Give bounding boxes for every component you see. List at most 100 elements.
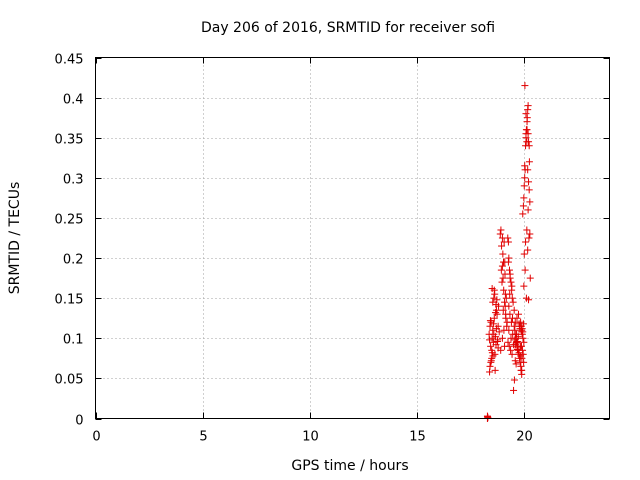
data-point [526,274,534,282]
data-point [525,158,533,166]
x-axis-title: GPS time / hours [291,458,408,474]
data-point [484,413,492,421]
data-point [486,317,494,325]
data-point [523,126,531,134]
y-tick-label: 0.3 [63,173,84,188]
x-tick-label: 15 [409,430,426,445]
y-tick-label: 0.2 [63,253,84,268]
y-tick-label: 0.25 [55,213,84,228]
data-point [523,114,531,122]
data-point [493,310,501,318]
data-point [519,346,527,354]
data-point [489,326,497,334]
data-point [525,186,533,194]
data-point [514,310,522,318]
plot-frame [95,57,610,419]
data-point [526,230,534,238]
y-tick-labels: 0 0.05 0.1 0.15 0.2 0.25 0.3 0.35 0.4 0.45 [55,53,84,429]
data-point [491,366,499,374]
y-tick-label: 0.05 [55,373,84,388]
data-point [519,328,527,336]
data-point [523,226,531,234]
data-point [505,302,513,310]
data-point [499,306,507,314]
data-point [525,178,533,186]
data-point [520,338,528,346]
data-point [499,250,507,258]
data-point [513,314,521,322]
data-point [505,266,513,274]
data-point [504,338,512,346]
data-point [508,294,516,302]
data-point [524,166,532,174]
data-point [497,266,505,274]
data-point [510,306,518,314]
y-tick-label: 0 [75,414,83,429]
x-tick-label: 0 [92,430,100,445]
data-point [521,82,529,90]
x-tick-label: 20 [516,430,533,445]
data-point [520,194,528,202]
x-tick-labels: 0 5 10 15 20 [92,430,532,445]
data-point [488,285,496,293]
data-point [510,386,518,394]
data-point [524,130,532,138]
data-point [520,358,528,366]
data-point [488,349,496,357]
data-point [496,230,504,238]
data-point [490,294,498,302]
data-point [493,296,501,304]
data-point [506,290,514,298]
data-point [498,242,506,250]
data-point [504,258,512,266]
data-point [499,274,507,282]
y-tick-label: 0.4 [63,93,84,108]
data-point [522,134,530,142]
data-point [507,346,515,354]
data-point [526,198,534,206]
data-point [497,346,505,354]
data-point [498,262,506,270]
data-point [508,350,516,358]
y-tick-label: 0.1 [63,333,84,348]
data-point [505,342,513,350]
data-point [486,368,494,376]
x-tick-label: 5 [199,430,207,445]
data-point [504,234,512,242]
y-axis-title: SRMTID / TECUs [7,182,23,295]
data-point [513,346,521,354]
data-point [487,358,495,366]
data-point [492,301,500,309]
data-point [513,337,521,345]
axis-ticks [95,57,610,420]
data-point [525,234,533,242]
data-point [492,309,500,317]
data-point [504,238,512,246]
data-point [524,206,532,214]
data-point [524,246,532,254]
data-point [512,341,520,349]
data-point [488,334,496,342]
data-point [500,286,508,294]
data-point [521,162,529,170]
data-point [520,182,528,190]
data-point [521,174,529,182]
data-point [494,322,502,330]
y-tick-label: 0.15 [55,293,84,308]
data-point [511,357,519,365]
x-tick-label: 10 [302,430,319,445]
data-point [489,352,497,360]
data-point [519,350,527,358]
chart-title: Day 206 of 2016, SRMTID for receiver sof… [201,20,495,36]
data-point [493,337,501,345]
data-point [495,328,503,336]
data-point [506,310,514,318]
data-point [519,210,527,218]
data-point [512,360,520,368]
data-point [514,333,522,341]
data-point [502,294,510,302]
data-point [519,334,527,342]
y-tick-label: 0.45 [55,53,84,68]
data-point [519,202,527,210]
